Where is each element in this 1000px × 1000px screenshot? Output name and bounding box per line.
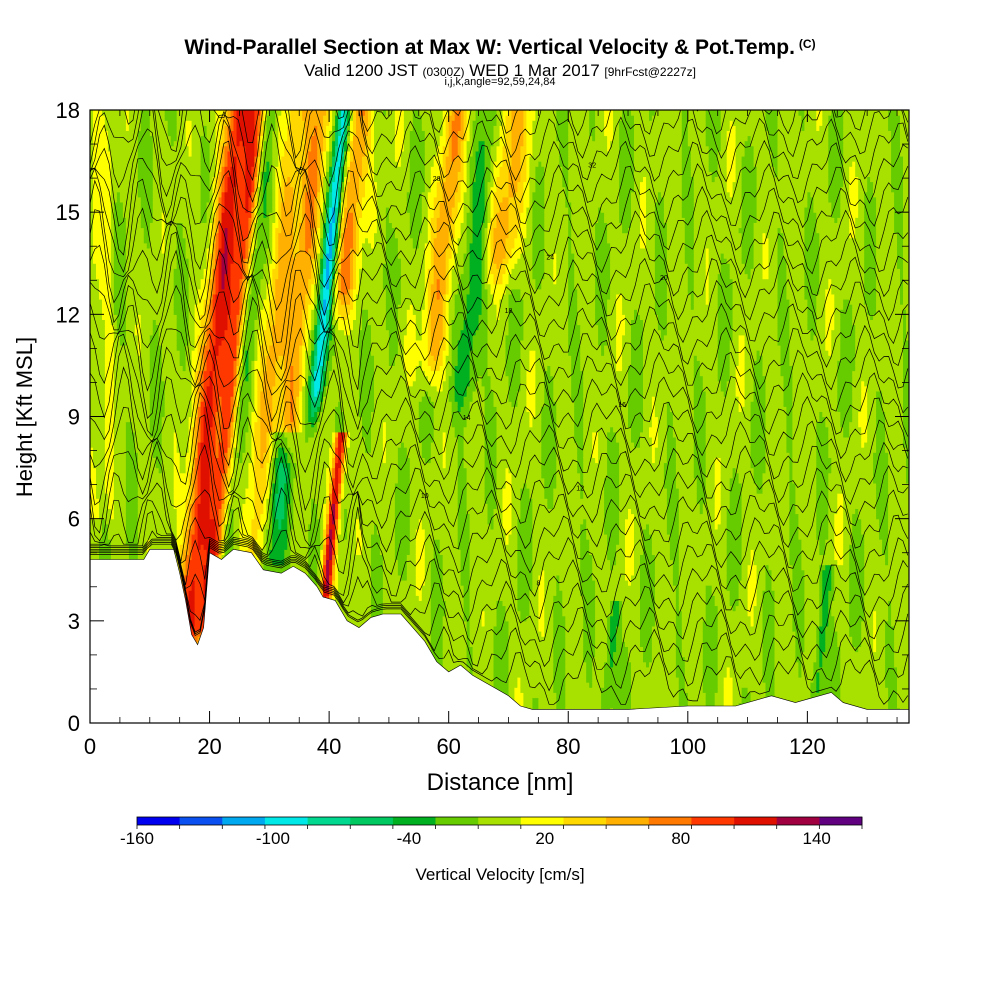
cross-section-chart: 810121416182024283236 0 20 40 60 80 100 120 03… <box>0 0 1000 1000</box>
